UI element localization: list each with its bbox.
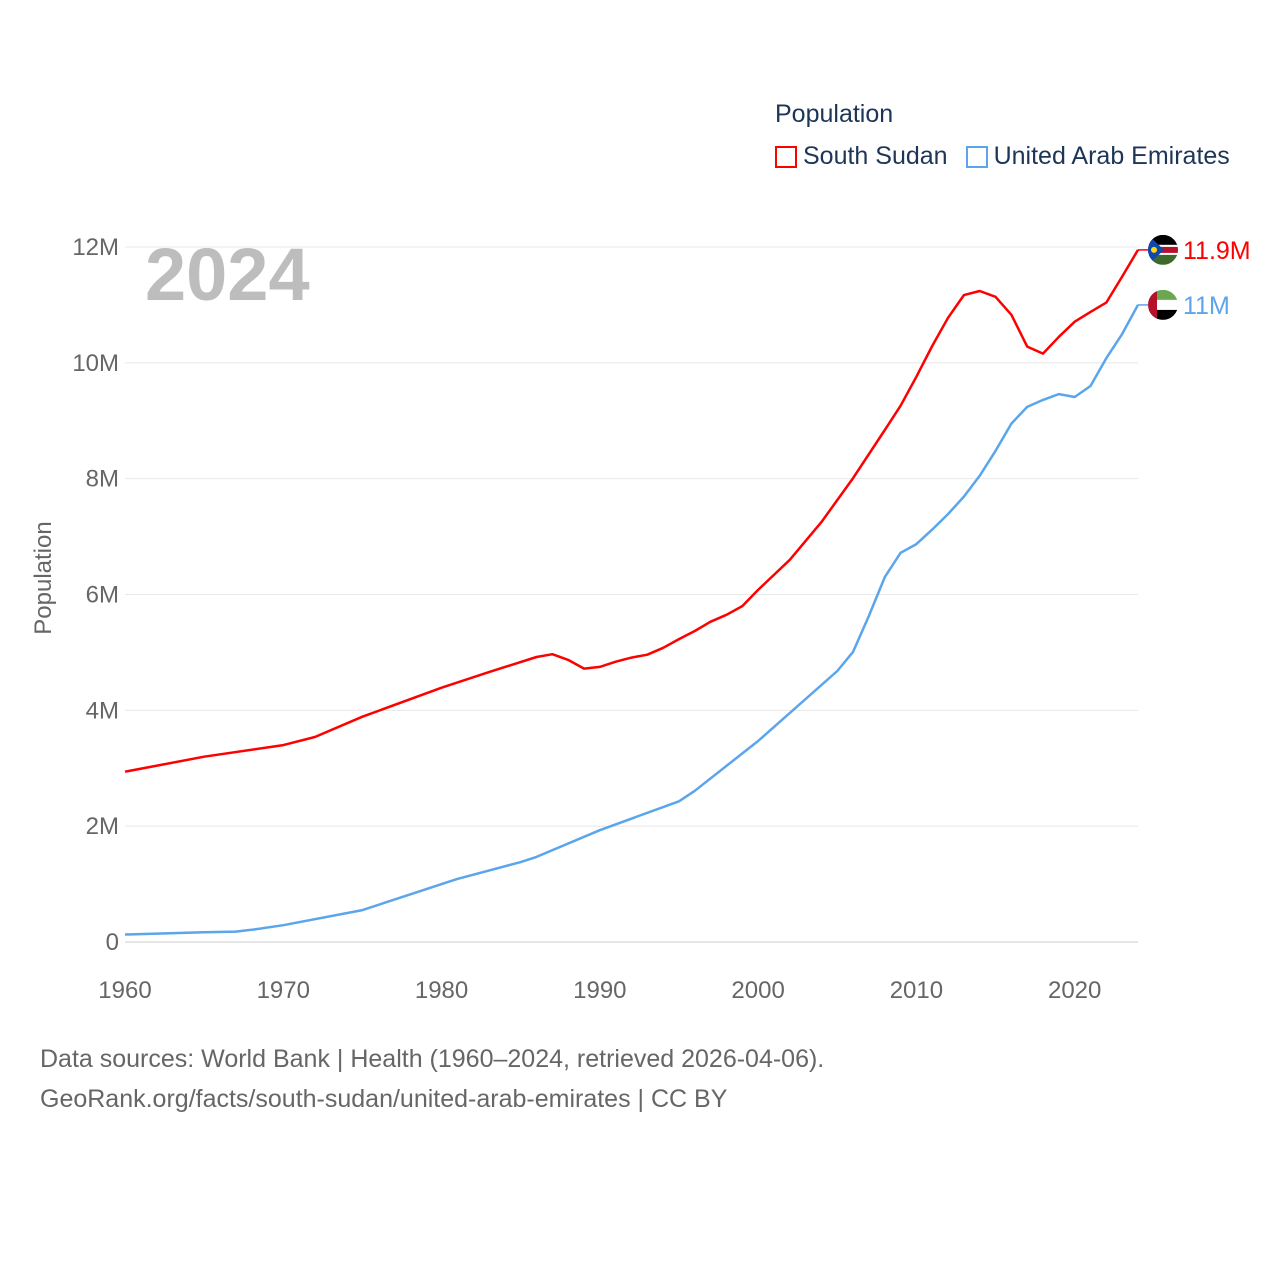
legend-item-south-sudan[interactable]: South Sudan: [775, 142, 948, 171]
y-tick-label: 2M: [86, 813, 119, 840]
end-value-label: 11M: [1183, 292, 1230, 320]
footer-url[interactable]: GeoRank.org/facts/south-sudan/united-ara…: [40, 1085, 728, 1113]
x-tick-label: 2020: [1048, 977, 1101, 1004]
y-tick-label: 12M: [72, 234, 119, 261]
legend-label: South Sudan: [803, 142, 948, 170]
x-tick-label: 1990: [573, 977, 626, 1004]
x-tick-label: 1980: [415, 977, 468, 1004]
y-tick-label: 6M: [86, 582, 119, 609]
x-tick-label: 2000: [731, 977, 784, 1004]
legend-label: United Arab Emirates: [993, 142, 1230, 170]
uae-flag-icon: [1148, 289, 1178, 320]
legend-swatch: [965, 145, 988, 168]
x-tick-label: 1970: [257, 977, 310, 1004]
y-tick-label: 8M: [86, 466, 119, 493]
y-axis-title: Population: [30, 521, 57, 634]
legend-item-uae[interactable]: United Arab Emirates: [965, 142, 1230, 171]
legend: South Sudan United Arab Emirates: [775, 142, 1230, 171]
y-tick-label: 0: [106, 929, 119, 956]
x-tick-label: 2010: [890, 977, 943, 1004]
series-line-1: [124, 304, 1140, 936]
y-tick-label: 4M: [86, 697, 119, 724]
end-value-label: 11.9M: [1183, 237, 1251, 265]
series-line-0: [124, 249, 1140, 773]
legend-swatch: [775, 145, 797, 168]
y-tick-label: 10M: [72, 350, 119, 377]
year-label: 2024: [145, 233, 310, 316]
x-tick-label: 1960: [98, 977, 151, 1004]
south-sudan-flag-icon: [1148, 234, 1178, 265]
legend-title: Population: [775, 100, 894, 128]
footer-sources: Data sources: World Bank | Health (1960–…: [40, 1045, 825, 1073]
